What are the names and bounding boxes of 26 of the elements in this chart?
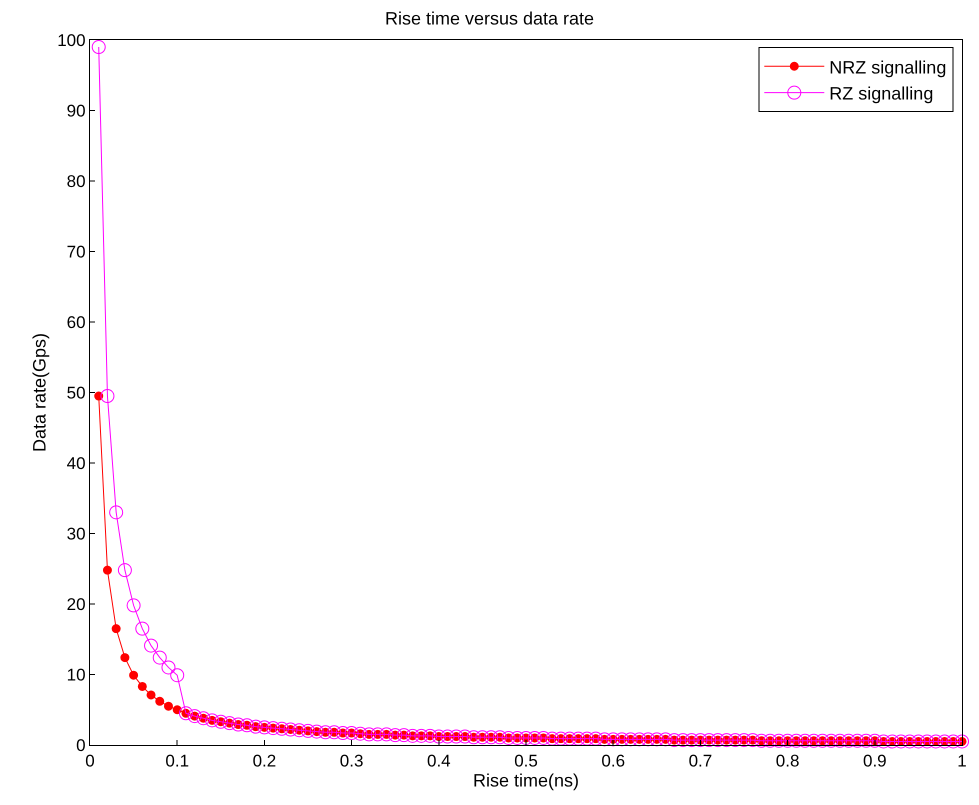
x-tick-label: 0.3 — [340, 751, 364, 770]
x-tick-label: 0.6 — [601, 751, 626, 770]
y-tick-label: 60 — [66, 312, 86, 332]
x-tick-label: 0.9 — [862, 751, 887, 770]
x-tick-label: 0.5 — [514, 751, 538, 770]
x-tick-label: 0.4 — [426, 751, 451, 770]
y-tick-label: 30 — [66, 524, 86, 544]
y-tick-label: 90 — [66, 101, 86, 120]
x-tick-label: 0.1 — [165, 751, 190, 770]
y-tick-label: 0 — [76, 736, 86, 755]
y-tick-label: 70 — [66, 242, 86, 262]
legend-label: RZ signalling — [829, 84, 934, 104]
x-tick-label: 0.7 — [688, 751, 712, 770]
x-axis-title: Rise time(ns) — [472, 770, 580, 790]
y-tick-label: 20 — [66, 594, 86, 614]
legend-label: NRZ signalling — [829, 57, 946, 78]
y-tick-label: 50 — [66, 383, 86, 402]
y-axis-title: Data rate(Gps) — [29, 332, 50, 452]
y-tick-label: 40 — [66, 454, 86, 473]
y-tick-label: 100 — [57, 30, 86, 50]
y-tick-label: 10 — [66, 665, 86, 684]
x-tick-label: 1 — [957, 751, 967, 770]
chart-title: Rise time versus data rate — [384, 8, 594, 29]
x-tick-label: 0.8 — [776, 751, 800, 770]
x-tick-label: 0.2 — [252, 751, 276, 770]
y-tick-label: 80 — [66, 172, 86, 191]
